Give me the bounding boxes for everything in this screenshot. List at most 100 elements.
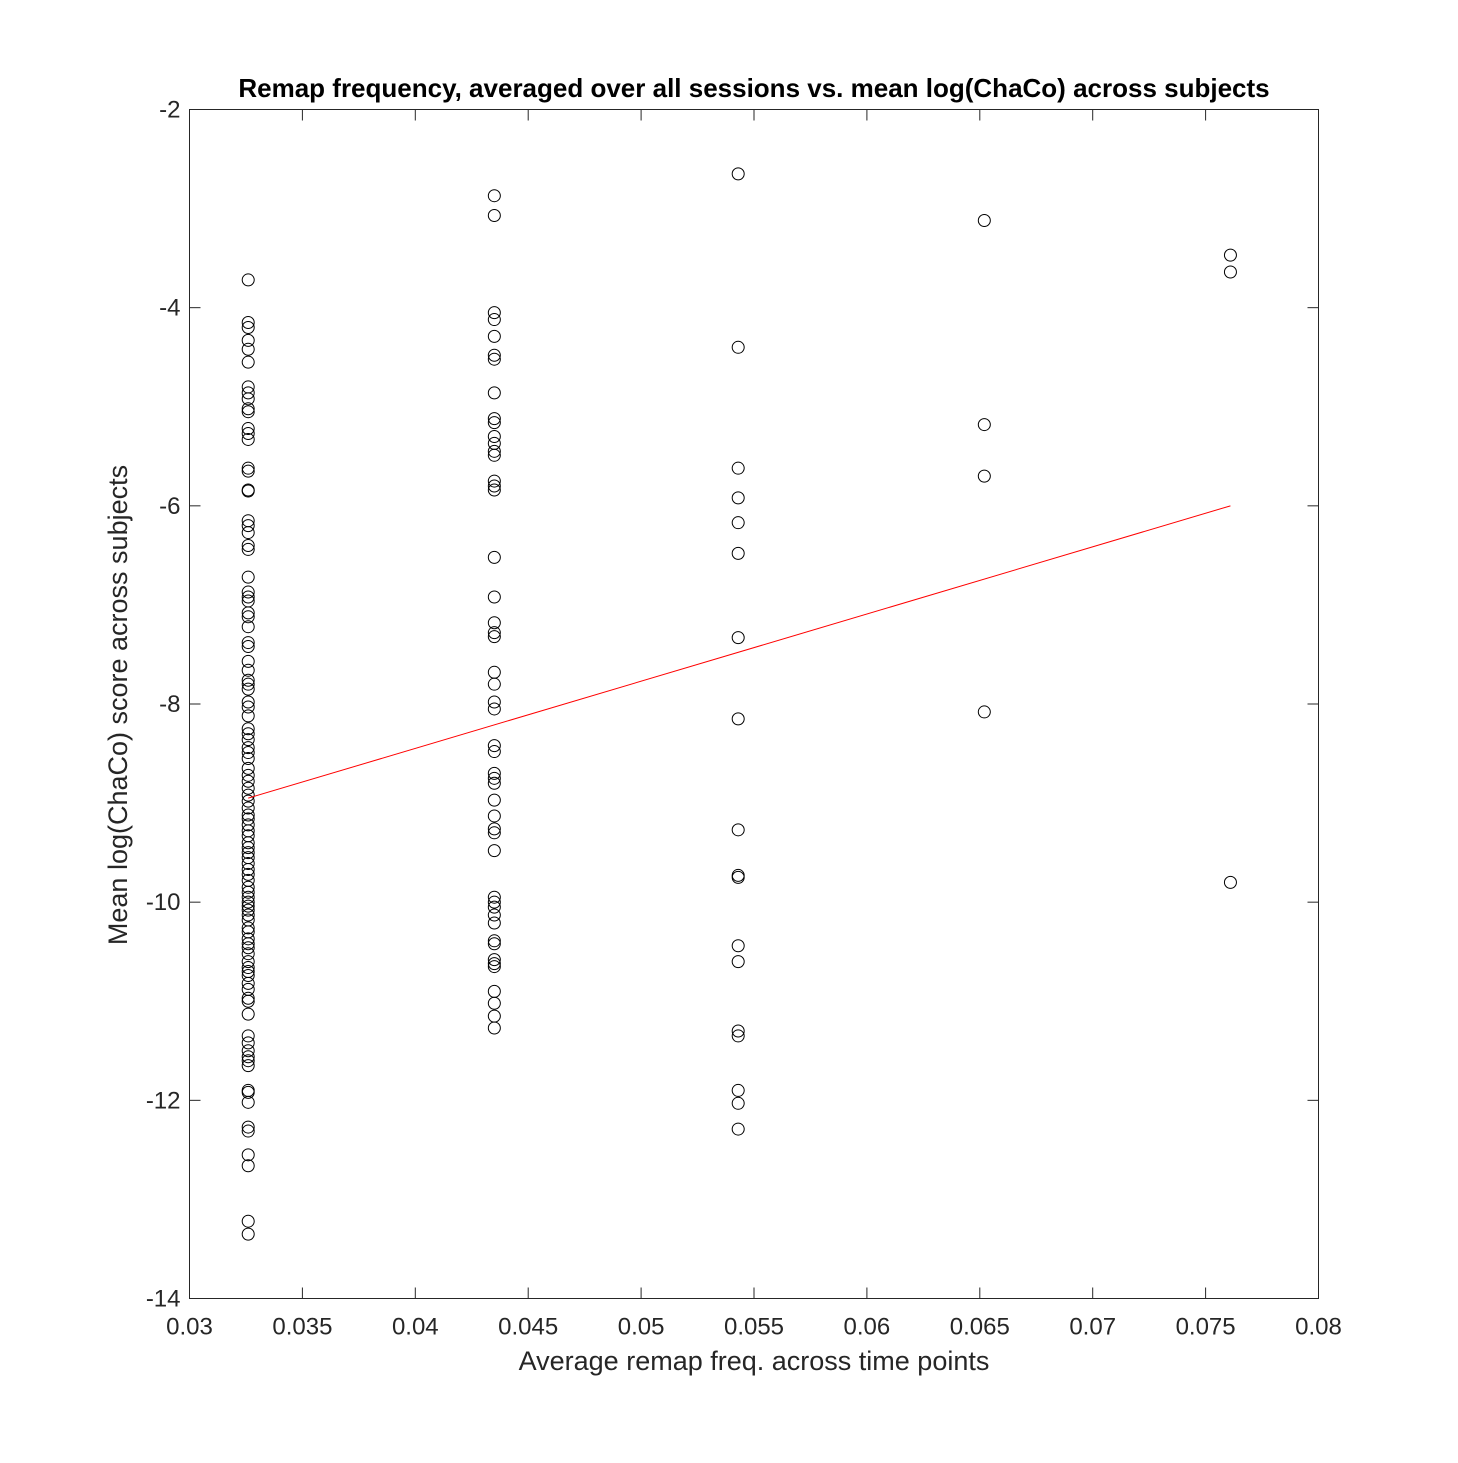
data-point: [241, 774, 255, 788]
data-point: [731, 823, 745, 837]
data-point: [487, 702, 501, 716]
data-point: [731, 1096, 745, 1110]
data-point: [241, 585, 255, 599]
data-point: [241, 709, 255, 723]
y-tick-label: -10: [146, 889, 181, 916]
data-point: [241, 890, 255, 904]
data-point: [241, 1124, 255, 1138]
y-tick-label: -12: [146, 1087, 181, 1114]
data-point: [241, 542, 255, 556]
data-point: [241, 636, 255, 650]
data-point: [241, 570, 255, 584]
data-point: [241, 483, 255, 497]
data-point: [241, 955, 255, 969]
data-point: [241, 818, 255, 832]
data-point: [241, 273, 255, 287]
data-point: [1223, 875, 1237, 889]
data-point: [487, 900, 501, 914]
data-point: [487, 745, 501, 759]
data-point: [977, 213, 991, 227]
data-point: [487, 766, 501, 780]
data-point: [487, 695, 501, 709]
data-point: [241, 1029, 255, 1043]
data-point: [241, 695, 255, 709]
data-point: [241, 333, 255, 347]
data-point: [241, 991, 255, 1005]
data-point: [241, 484, 255, 498]
data-point: [241, 794, 255, 808]
data-point: [241, 947, 255, 961]
data-point: [241, 727, 255, 741]
data-points: [241, 167, 1237, 1241]
data-point: [487, 776, 501, 790]
data-point: [731, 1029, 745, 1043]
data-point: [487, 348, 501, 362]
data-point: [241, 1148, 255, 1162]
data-point: [241, 1050, 255, 1064]
data-point: [241, 746, 255, 760]
x-tick-label: 0.075: [1176, 1314, 1236, 1341]
data-point: [241, 538, 255, 552]
data-point: [241, 654, 255, 668]
x-tick-label: 0.035: [272, 1314, 332, 1341]
data-point: [487, 386, 501, 400]
data-point: [487, 550, 501, 564]
data-point: [241, 899, 255, 913]
data-point: [487, 934, 501, 948]
data-point: [241, 526, 255, 540]
y-tick-label: -8: [159, 691, 180, 718]
data-point: [487, 616, 501, 630]
data-point: [487, 626, 501, 640]
x-tick-label: 0.055: [724, 1314, 784, 1341]
data-point: [241, 761, 255, 775]
data-point: [241, 1214, 255, 1228]
data-point: [241, 392, 255, 406]
data-point: [241, 677, 255, 691]
data-point: [241, 422, 255, 436]
data-point: [241, 682, 255, 696]
data-point: [241, 606, 255, 620]
data-point: [977, 705, 991, 719]
data-point: [241, 862, 255, 876]
data-point: [487, 996, 501, 1010]
data-point: [241, 1044, 255, 1058]
data-point: [731, 546, 745, 560]
data-point: [241, 461, 255, 475]
x-axis-label: Average remap freq. across time points: [519, 1346, 990, 1376]
data-point: [241, 1085, 255, 1099]
data-point: [487, 448, 501, 462]
data-point: [241, 1054, 255, 1068]
data-point: [241, 620, 255, 634]
data-point: [731, 1024, 745, 1038]
data-point: [977, 469, 991, 483]
data-point: [487, 793, 501, 807]
data-point: [241, 405, 255, 419]
y-tick-label: -6: [159, 493, 180, 520]
data-point: [241, 1120, 255, 1134]
axis-ticks: 0.03 0.035 0.04 0.045 0.05 0.055 0.06 0.065 0.07…: [146, 97, 1342, 1341]
data-point: [487, 826, 501, 840]
data-point: [241, 976, 255, 990]
data-point: [241, 941, 255, 955]
data-point: [487, 412, 501, 426]
data-point: [731, 1122, 745, 1136]
data-point: [487, 429, 501, 443]
data-point: [487, 739, 501, 753]
x-tick-label: 0.04: [392, 1314, 439, 1341]
fit-line-layer: [248, 505, 1231, 799]
data-point: [487, 313, 501, 327]
data-point: [1223, 265, 1237, 279]
data-point: [487, 444, 501, 458]
data-point: [487, 677, 501, 691]
data-point: [241, 961, 255, 975]
data-point: [731, 167, 745, 181]
data-point: [241, 937, 255, 951]
data-point: [241, 519, 255, 533]
data-point: [487, 895, 501, 909]
fit-line: [248, 505, 1231, 799]
data-point: [241, 908, 255, 922]
data-point: [487, 209, 501, 223]
data-point: [241, 1095, 255, 1109]
x-tick-label: 0.045: [498, 1314, 558, 1341]
